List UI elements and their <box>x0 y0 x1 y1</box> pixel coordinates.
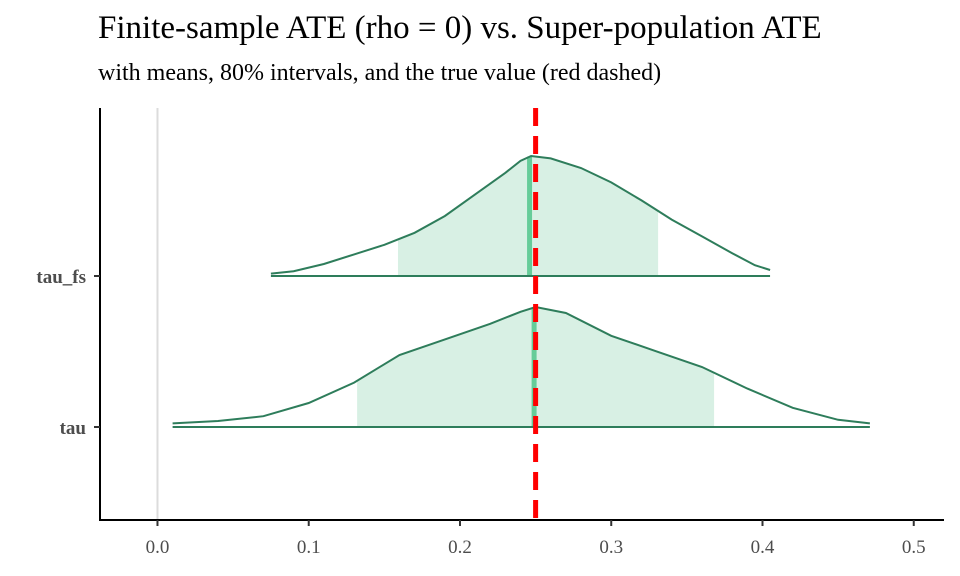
x-tick-label: 0.2 <box>448 537 472 558</box>
density-curve-tau_fs <box>270 154 771 275</box>
x-tick-label: 0.1 <box>297 537 321 558</box>
x-tick-label: 0.5 <box>902 537 926 558</box>
density-curve-tau <box>172 305 871 425</box>
ridge-tau <box>172 305 871 428</box>
y-tick-label-tau_fs: tau_fs <box>36 267 86 288</box>
ridge-tau_fs <box>270 154 771 277</box>
x-tick-label: 0.3 <box>599 537 623 558</box>
chart-title: Finite-sample ATE (rho = 0) vs. Super-po… <box>98 10 822 46</box>
x-tick-label: 0.0 <box>146 537 170 558</box>
y-tick-label-tau: tau <box>60 418 87 439</box>
x-tick-label: 0.4 <box>751 537 775 558</box>
chart-subtitle: with means, 80% intervals, and the true … <box>98 60 662 86</box>
